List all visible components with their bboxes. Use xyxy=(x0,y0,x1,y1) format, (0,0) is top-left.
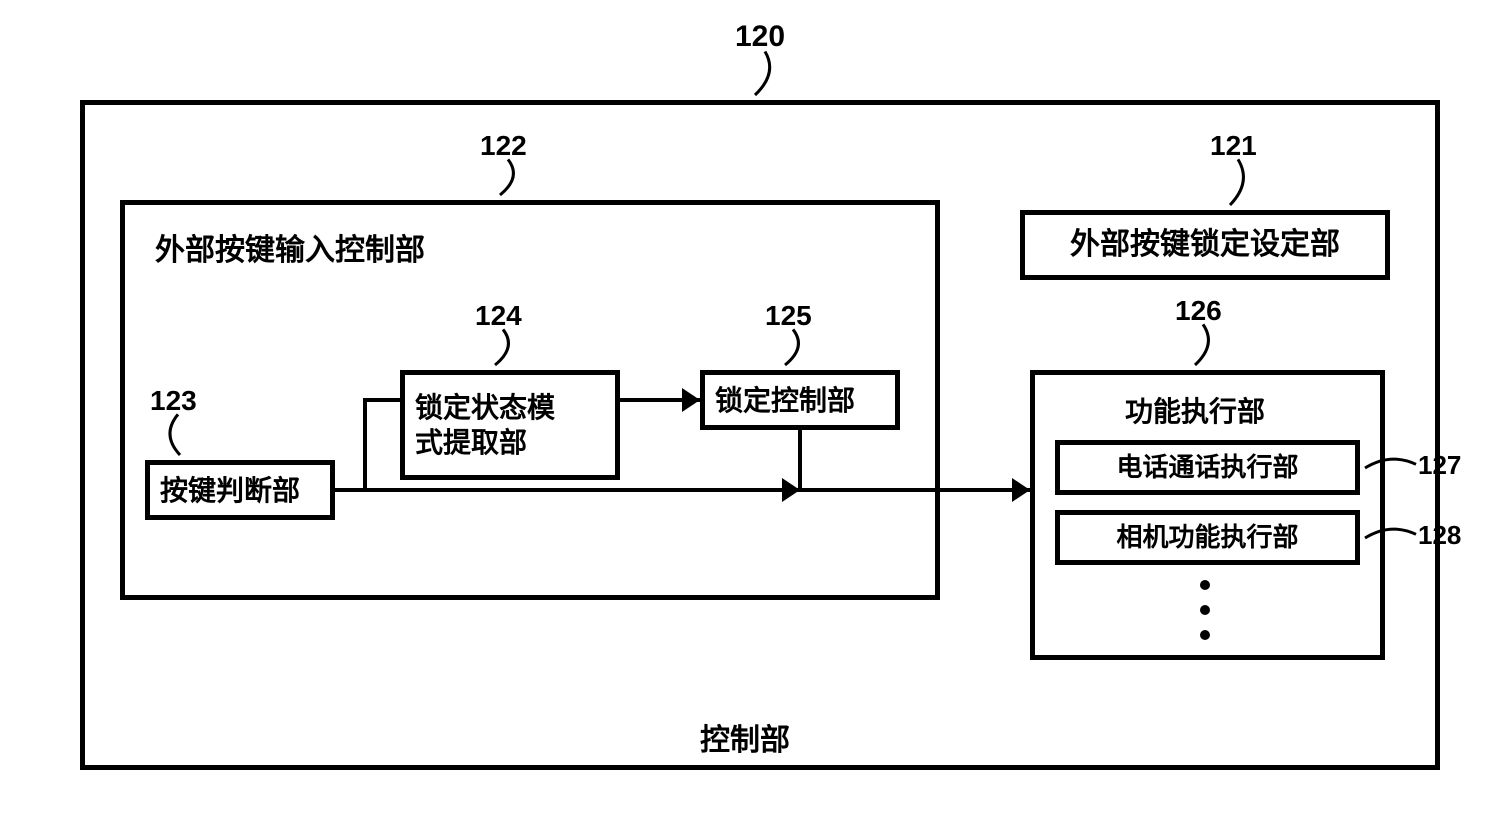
diagram-label: 控制部 xyxy=(700,715,790,759)
diagram-box: 按键判断部 xyxy=(145,460,335,520)
ellipsis-dot xyxy=(1200,605,1210,615)
diagram-label: 126 xyxy=(1175,295,1222,327)
diagram-label: 127 xyxy=(1418,450,1461,481)
ellipsis-dot xyxy=(1200,580,1210,590)
diagram-label: 120 xyxy=(735,20,785,54)
box-text: 锁定状态模 式提取部 xyxy=(405,375,615,475)
box-text: 电话通话执行部 xyxy=(1060,445,1355,490)
ellipsis-dot xyxy=(1200,630,1210,640)
diagram-label: 125 xyxy=(765,300,812,332)
diagram-label: 128 xyxy=(1418,520,1461,551)
box-text: 外部按键锁定设定部 xyxy=(1025,215,1385,275)
diagram-label: 122 xyxy=(480,130,527,162)
box-text: 相机功能执行部 xyxy=(1060,515,1355,560)
diagram-box: 电话通话执行部 xyxy=(1055,440,1360,495)
diagram-box: 锁定控制部 xyxy=(700,370,900,430)
diagram-box: 锁定状态模 式提取部 xyxy=(400,370,620,480)
box-text: 按键判断部 xyxy=(150,465,330,515)
diagram-label: 121 xyxy=(1210,130,1257,162)
diagram-label: 功能执行部 xyxy=(1125,390,1265,430)
diagram-label: 外部按键输入控制部 xyxy=(155,225,425,269)
diagram-label: 124 xyxy=(475,300,522,332)
box-text: 锁定控制部 xyxy=(705,375,895,425)
diagram-label: 123 xyxy=(150,385,197,417)
diagram-box: 相机功能执行部 xyxy=(1055,510,1360,565)
diagram-box: 外部按键锁定设定部 xyxy=(1020,210,1390,280)
